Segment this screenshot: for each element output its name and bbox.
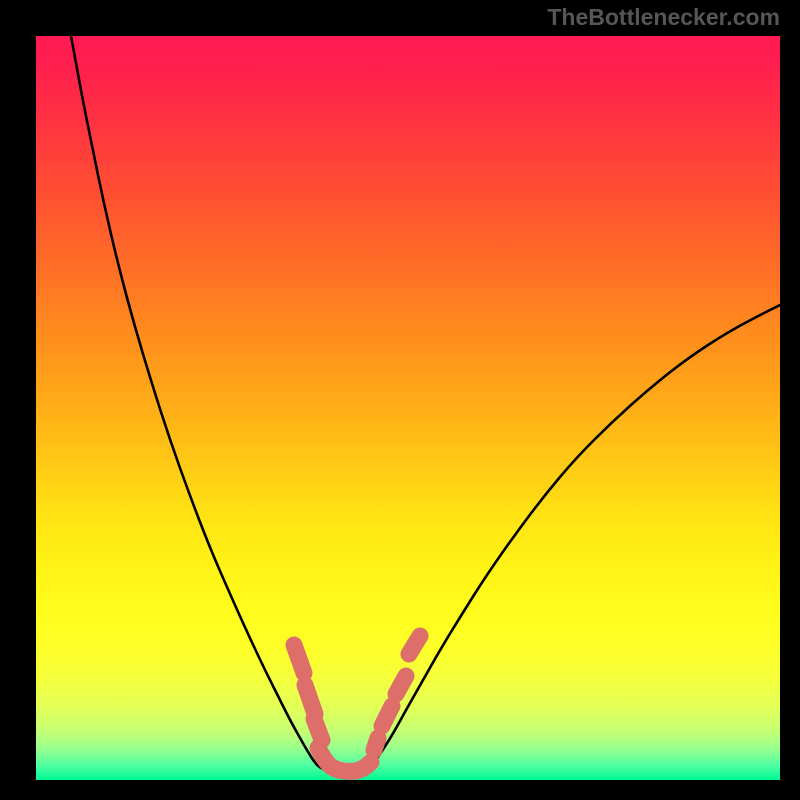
curve-highlight-segment (382, 706, 392, 726)
plot-area (36, 36, 780, 780)
curve-highlight-segment (294, 645, 304, 673)
curve-highlight-segment (374, 738, 378, 750)
curve-highlight-segment (409, 636, 420, 654)
attribution-watermark: TheBottlenecker.com (547, 4, 780, 31)
curve-highlight-segment (396, 676, 406, 694)
chart-root: TheBottlenecker.com (0, 0, 800, 800)
curve-highlight-segment (314, 719, 322, 740)
curve-highlight-segment (305, 685, 315, 714)
